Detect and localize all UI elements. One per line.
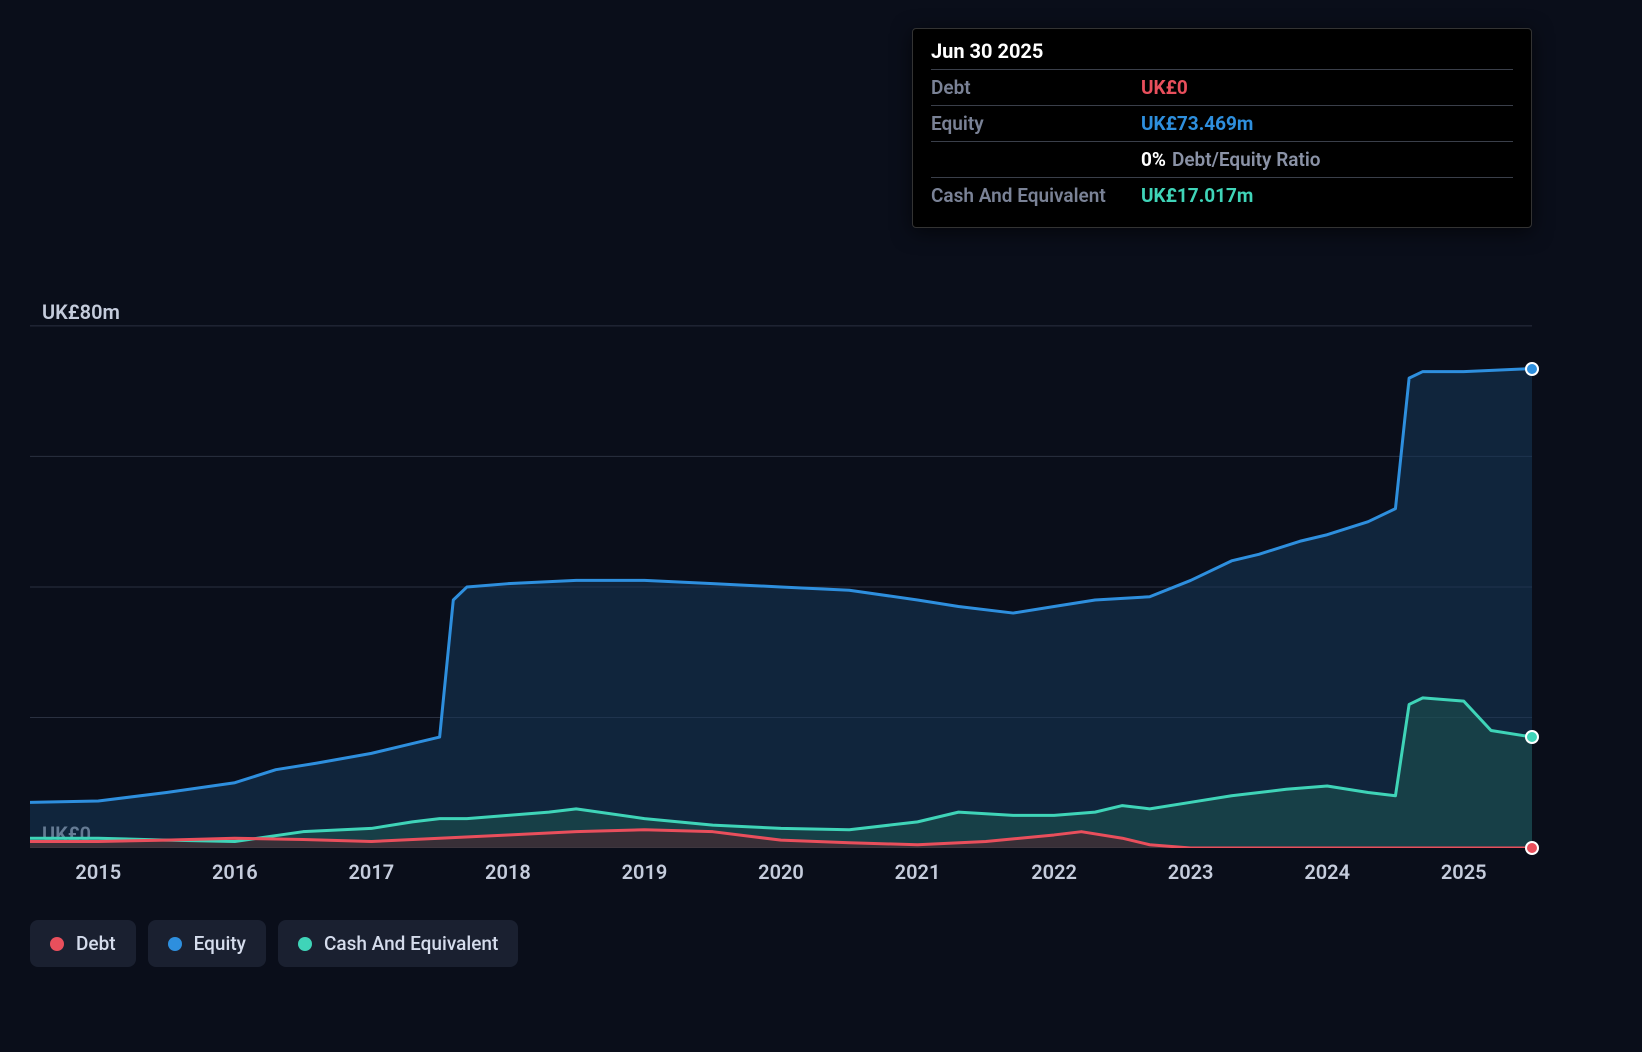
- x-axis-tick: 2016: [212, 860, 258, 884]
- end-marker-cash: [1525, 730, 1539, 744]
- chart-legend: Debt Equity Cash And Equivalent: [30, 920, 518, 967]
- x-axis-tick: 2021: [895, 860, 941, 884]
- end-marker-debt: [1525, 841, 1539, 855]
- plot-area[interactable]: [30, 228, 1532, 848]
- x-axis: 2015 2016 2017 2018 2019 2020 2021 2022 2023 2024…: [30, 860, 1532, 890]
- tooltip-suffix: Debt/Equity Ratio: [1172, 148, 1321, 171]
- x-axis-tick: 2025: [1441, 860, 1487, 884]
- legend-item-equity[interactable]: Equity: [148, 920, 266, 967]
- chart-tooltip: Jun 30 2025 DebtUK£0EquityUK£73.469m0%De…: [912, 28, 1532, 228]
- legend-dot-icon: [168, 937, 182, 951]
- tooltip-value: UK£0: [1141, 76, 1188, 99]
- tooltip-label: Debt: [931, 76, 1141, 99]
- legend-dot-icon: [298, 937, 312, 951]
- tooltip-row: 0% Debt/Equity Ratio: [931, 141, 1513, 177]
- tooltip-row: DebtUK£0: [931, 69, 1513, 105]
- tooltip-row: EquityUK£73.469m: [931, 105, 1513, 141]
- end-marker-equity: [1525, 362, 1539, 376]
- tooltip-label: Equity: [931, 112, 1141, 135]
- x-axis-tick: 2019: [622, 860, 668, 884]
- x-axis-tick: 2017: [349, 860, 395, 884]
- legend-label: Equity: [194, 932, 246, 955]
- legend-item-cash[interactable]: Cash And Equivalent: [278, 920, 518, 967]
- financial-chart: Jun 30 2025 DebtUK£0EquityUK£73.469m0%De…: [0, 0, 1642, 1052]
- tooltip-value: 0%: [1141, 148, 1166, 171]
- tooltip-label: [931, 148, 1141, 171]
- legend-item-debt[interactable]: Debt: [30, 920, 136, 967]
- tooltip-date: Jun 30 2025: [931, 39, 1513, 69]
- x-axis-tick: 2023: [1168, 860, 1214, 884]
- x-axis-tick: 2015: [75, 860, 121, 884]
- legend-dot-icon: [50, 937, 64, 951]
- x-axis-tick: 2022: [1031, 860, 1077, 884]
- x-axis-tick: 2018: [485, 860, 531, 884]
- legend-label: Debt: [76, 932, 116, 955]
- tooltip-row: Cash And EquivalentUK£17.017m: [931, 177, 1513, 213]
- legend-label: Cash And Equivalent: [324, 932, 498, 955]
- x-axis-tick: 2024: [1304, 860, 1350, 884]
- tooltip-value: UK£17.017m: [1141, 184, 1253, 207]
- tooltip-label: Cash And Equivalent: [931, 184, 1141, 207]
- x-axis-tick: 2020: [758, 860, 804, 884]
- tooltip-value: UK£73.469m: [1141, 112, 1253, 135]
